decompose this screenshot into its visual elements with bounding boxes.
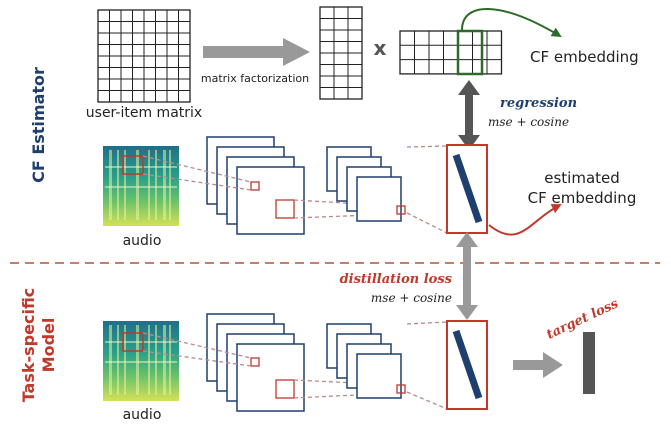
regression-arrow bbox=[458, 80, 480, 150]
spectrogram-bottom bbox=[103, 321, 179, 401]
regression-loss-label: mse + cosine bbox=[488, 115, 569, 129]
section-label-task-line1: Task-specific bbox=[19, 288, 38, 403]
conv-stack-1-bottom bbox=[142, 313, 448, 412]
conv-stack-2-top bbox=[326, 146, 406, 222]
distillation-formula-label: mse + cosine bbox=[371, 291, 452, 305]
conv-stack-1-top bbox=[142, 136, 448, 235]
regression-label: regression bbox=[500, 96, 577, 111]
section-label-cf-estimator: CF Estimator bbox=[29, 67, 48, 183]
user-item-matrix-label: user-item matrix bbox=[86, 105, 202, 121]
conv-stack-2-bottom bbox=[326, 323, 406, 399]
multiply-sign: x bbox=[374, 36, 387, 60]
cf-embedding-label: CF embedding bbox=[530, 48, 639, 66]
matrix-factorization-label: matrix factorization bbox=[201, 72, 309, 85]
factorization-arrow bbox=[203, 38, 310, 66]
user-factor-matrix bbox=[319, 6, 363, 100]
estimated-embedding-arrow bbox=[488, 204, 562, 236]
distillation-loss-label: distillation loss bbox=[340, 272, 453, 287]
section-label-task-line2: Model bbox=[39, 318, 58, 373]
audio-label-bottom: audio bbox=[123, 407, 162, 423]
student-embedding-box bbox=[446, 320, 488, 410]
user-item-matrix bbox=[97, 9, 191, 103]
target-loss-label: target loss bbox=[544, 296, 621, 343]
distillation-arrow bbox=[456, 232, 478, 320]
spectrogram-top bbox=[103, 146, 179, 226]
estimated-cf-embedding-label: CF embedding bbox=[528, 189, 637, 207]
item-factor-matrix bbox=[399, 30, 503, 75]
estimated-label: estimated bbox=[544, 169, 620, 187]
cf-embedding-arrow bbox=[461, 8, 562, 38]
target-output-bar bbox=[583, 332, 595, 394]
audio-label-top: audio bbox=[123, 233, 162, 249]
selected-item-column bbox=[456, 29, 484, 76]
estimated-embedding-box bbox=[446, 144, 488, 234]
target-arrow bbox=[513, 352, 563, 378]
